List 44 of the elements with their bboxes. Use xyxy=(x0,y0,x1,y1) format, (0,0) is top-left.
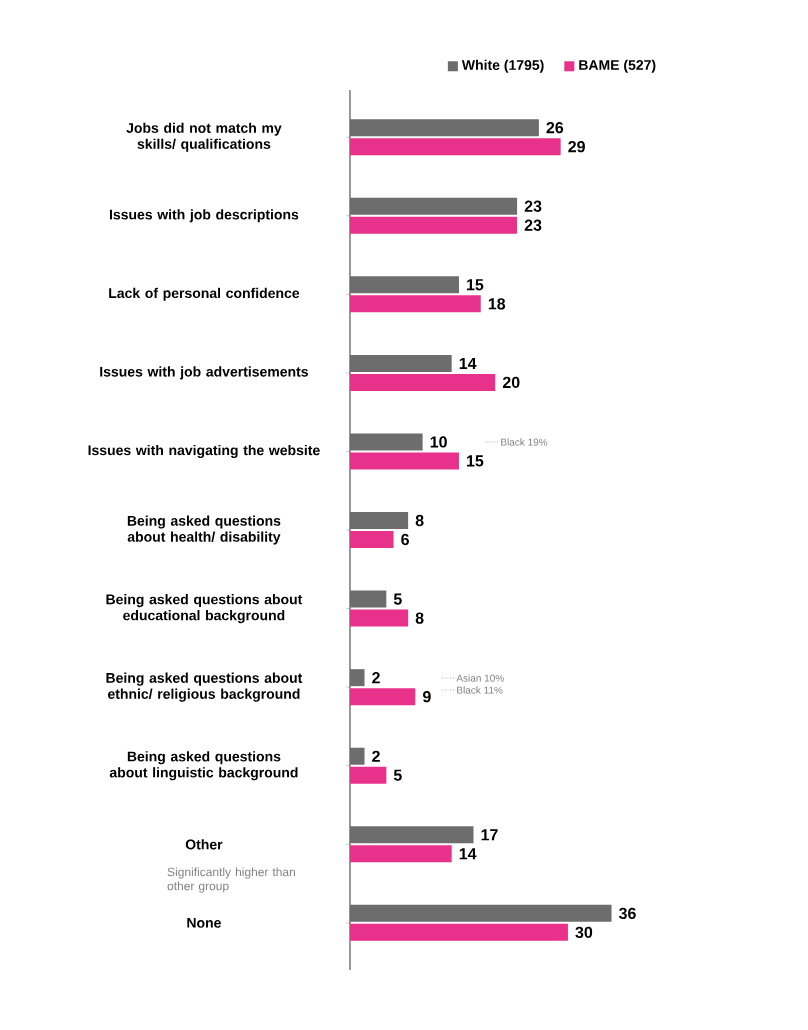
data-label: 15 xyxy=(467,455,484,467)
data-label: 26 xyxy=(546,122,564,134)
data-label: 2 xyxy=(372,750,380,762)
data-label: 10 xyxy=(430,436,447,448)
bar xyxy=(349,845,452,863)
data-label: 23 xyxy=(524,200,542,212)
bar xyxy=(349,512,409,530)
bar xyxy=(349,354,452,372)
data-label: 29 xyxy=(568,141,585,153)
bar xyxy=(349,197,518,215)
data-label: 15 xyxy=(467,279,484,291)
data-label: 20 xyxy=(502,376,520,389)
bar xyxy=(349,688,416,706)
bar xyxy=(349,295,481,313)
bar xyxy=(349,766,387,784)
data-label: 17 xyxy=(481,829,498,841)
bar xyxy=(349,119,539,137)
data-label: 9 xyxy=(423,691,431,703)
data-label: 2 xyxy=(372,672,380,684)
data-label: 18 xyxy=(488,298,506,310)
data-label: 8 xyxy=(415,612,424,624)
data-label: 5 xyxy=(393,769,402,781)
bar xyxy=(349,609,409,627)
data-label: 14 xyxy=(459,848,477,860)
bar xyxy=(349,904,612,922)
data-label: 5 xyxy=(393,593,402,605)
data-label: 14 xyxy=(459,357,477,369)
bar xyxy=(349,138,561,156)
data-label: 23 xyxy=(524,219,542,231)
bar xyxy=(349,826,474,844)
bar xyxy=(349,669,365,687)
bar xyxy=(349,747,365,765)
bar xyxy=(349,452,459,470)
bar xyxy=(349,923,568,941)
bar xyxy=(349,433,423,451)
bar xyxy=(349,590,387,608)
data-label: 6 xyxy=(401,533,409,546)
data-label: 8 xyxy=(415,514,424,527)
bar xyxy=(349,531,394,549)
bar xyxy=(349,276,459,294)
data-label: 36 xyxy=(618,907,636,920)
bar xyxy=(349,216,518,234)
bar xyxy=(349,373,496,391)
data-label: 30 xyxy=(575,926,593,939)
